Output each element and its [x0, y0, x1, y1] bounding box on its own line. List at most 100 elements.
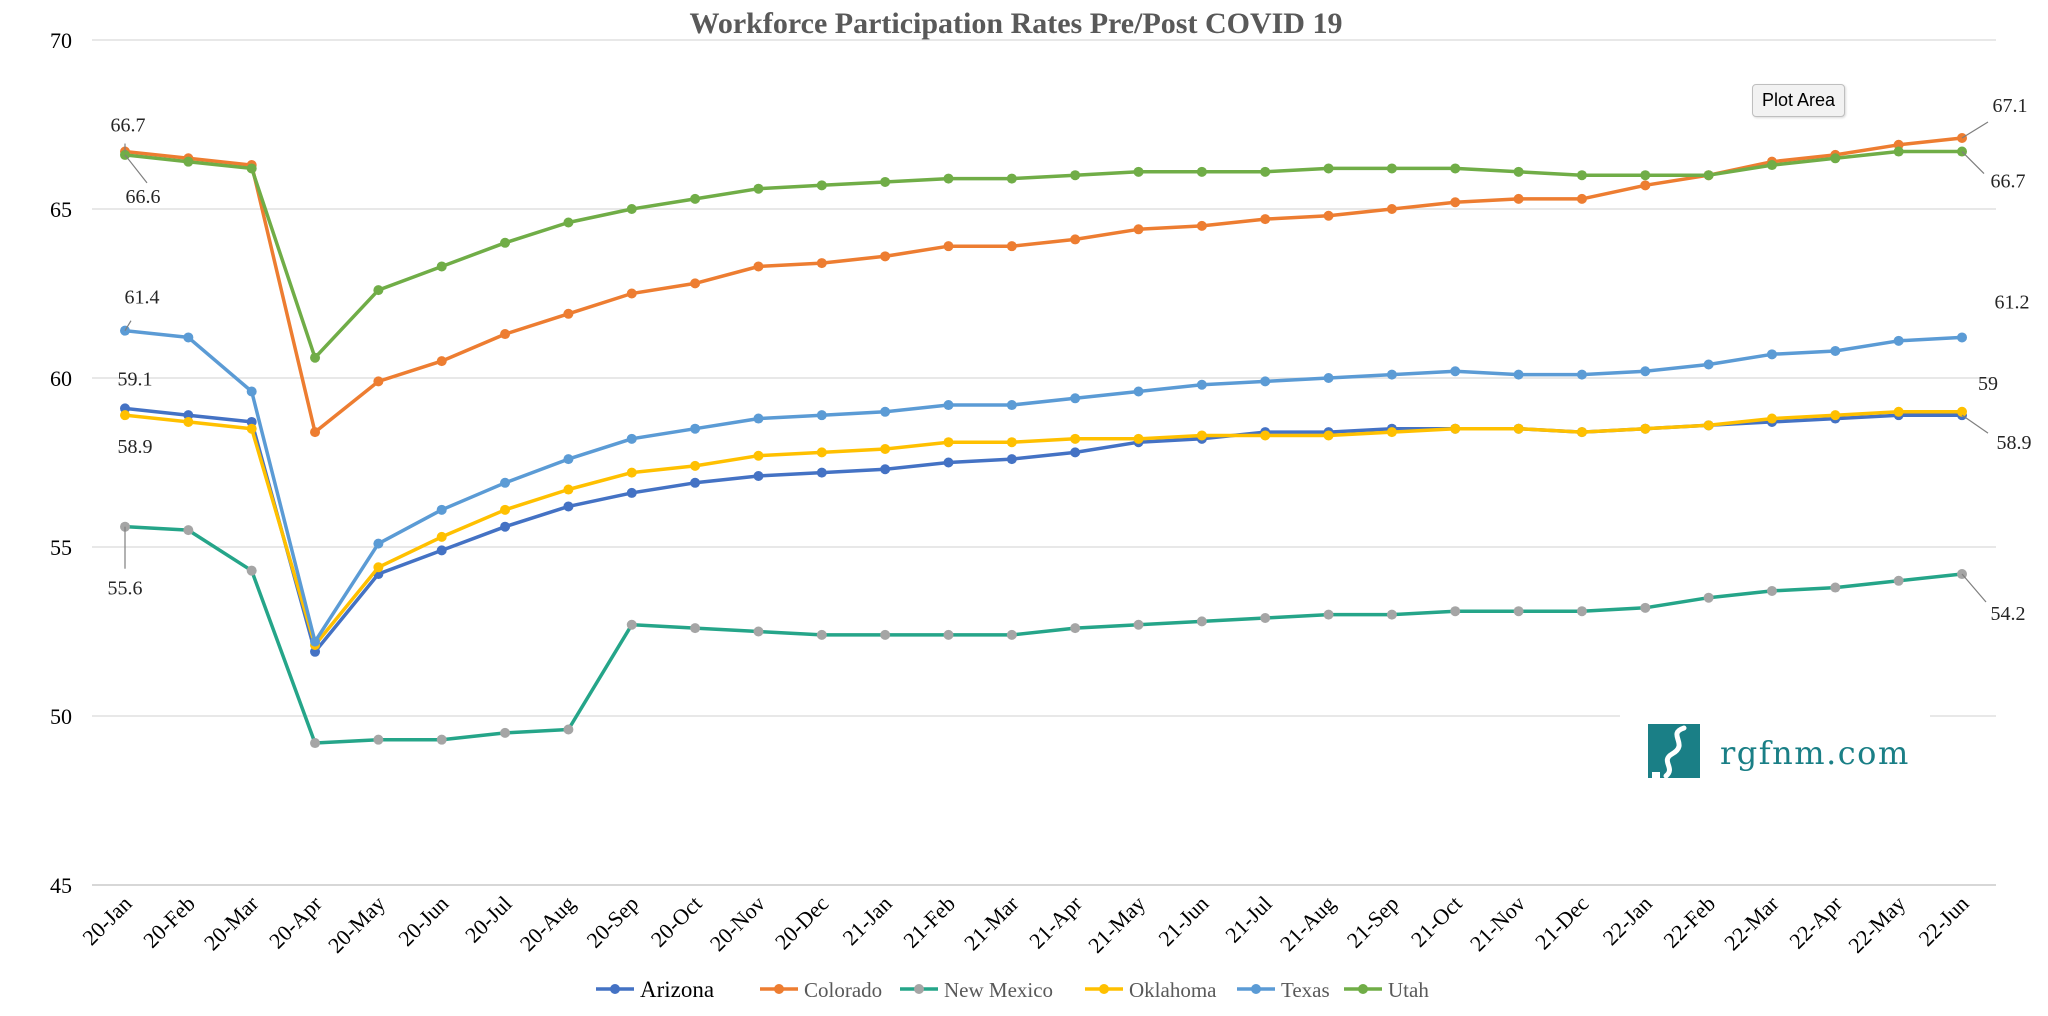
data-point-oklahoma — [1830, 410, 1841, 421]
y-tick-label: 50 — [50, 704, 72, 729]
plot-area-tooltip: Plot Area — [1752, 84, 1846, 117]
data-point-arizona — [816, 467, 827, 478]
data-point-oklahoma — [1513, 423, 1524, 434]
data-point-utah — [1323, 163, 1334, 174]
legend-item-utah[interactable]: Utah — [1344, 978, 1429, 1002]
data-point-oklahoma — [816, 447, 827, 458]
x-tick-label: 20-Sep — [582, 891, 644, 953]
x-tick-label: 22-Jun — [1914, 891, 1974, 951]
data-point-oklahoma — [880, 443, 891, 454]
legend-label: Oklahoma — [1129, 978, 1217, 1002]
series-line-oklahoma — [124, 410, 1962, 647]
legend[interactable]: Arizona Colorado New Mexico Oklahoma Texas Ut… — [596, 977, 1429, 1002]
data-point-texas — [1133, 386, 1144, 397]
data-label: 66.7 — [111, 115, 146, 137]
data-point-colorado — [563, 308, 574, 319]
data-point-oklahoma — [1766, 413, 1777, 424]
x-tick-label: 21-Feb — [898, 891, 960, 953]
data-point-texas — [1957, 332, 1967, 343]
data-point-utah — [1893, 146, 1904, 157]
data-point-texas — [1006, 400, 1017, 411]
data-point-colorado — [1196, 220, 1207, 231]
data-point-oklahoma — [563, 484, 574, 495]
data-point-new-mexico — [500, 727, 511, 738]
data-point-colorado — [753, 261, 764, 272]
data-label-leader — [1961, 151, 1985, 174]
data-point-colorado — [1513, 193, 1524, 204]
data-point-texas — [1576, 369, 1587, 380]
data-point-utah — [1070, 170, 1081, 181]
data-point-texas — [1640, 366, 1651, 377]
data-label: 55.6 — [108, 578, 143, 600]
legend-item-new-mexico[interactable]: New Mexico — [900, 978, 1053, 1002]
data-point-colorado — [1260, 214, 1271, 225]
data-point-utah — [1133, 166, 1144, 177]
data-label: 66.6 — [126, 186, 161, 208]
data-point-utah — [1386, 163, 1397, 174]
data-point-new-mexico — [1260, 612, 1271, 623]
y-tick-label: 65 — [50, 197, 72, 222]
data-point-oklahoma — [1893, 406, 1904, 417]
data-point-new-mexico — [563, 724, 574, 735]
legend-item-oklahoma[interactable]: Oklahoma — [1085, 978, 1217, 1002]
data-point-colorado — [816, 258, 827, 269]
legend-item-colorado[interactable]: Colorado — [760, 978, 882, 1002]
data-point-oklahoma — [1576, 427, 1587, 438]
legend-item-arizona[interactable]: Arizona — [596, 977, 714, 1002]
data-label: 59.1 — [118, 368, 153, 390]
data-point-texas — [943, 400, 954, 411]
data-point-colorado — [1070, 234, 1081, 245]
series-lines — [120, 133, 1967, 749]
y-axis-ticks: 45 50 55 60 65 70 — [50, 28, 72, 898]
series-texas — [120, 325, 1967, 647]
legend-label: Arizona — [640, 977, 714, 1002]
data-point-texas — [753, 413, 764, 424]
data-point-arizona — [1006, 454, 1017, 465]
data-point-texas — [1830, 345, 1841, 356]
data-point-texas — [816, 410, 827, 421]
data-point-new-mexico — [246, 565, 257, 576]
legend-label: Texas — [1281, 978, 1330, 1002]
data-point-arizona — [436, 545, 447, 556]
data-point-oklahoma — [183, 416, 194, 427]
series-utah — [120, 146, 1967, 363]
data-point-utah — [183, 156, 194, 167]
data-point-utah — [246, 163, 257, 174]
data-point-utah — [816, 180, 827, 191]
data-point-new-mexico — [1830, 582, 1841, 593]
x-tick-label: 21-Nov — [1465, 891, 1530, 956]
legend-label: Colorado — [804, 978, 882, 1002]
data-point-texas — [1450, 366, 1461, 377]
series-oklahoma — [120, 406, 1967, 651]
legend-label: Utah — [1388, 978, 1429, 1002]
data-point-arizona — [500, 521, 511, 532]
data-point-colorado — [500, 329, 511, 340]
data-point-utah — [1196, 166, 1207, 177]
data-point-utah — [880, 176, 891, 187]
data-point-texas — [690, 423, 701, 434]
x-tick-label: 21-Jun — [1153, 891, 1213, 951]
x-tick-label: 20-Nov — [705, 891, 770, 956]
data-point-new-mexico — [753, 626, 764, 637]
legend-swatch-marker — [774, 984, 784, 994]
legend-item-texas[interactable]: Texas — [1237, 978, 1330, 1002]
data-point-new-mexico — [943, 629, 954, 640]
data-point-texas — [1260, 376, 1271, 387]
data-point-texas — [563, 454, 574, 465]
data-point-texas — [1196, 379, 1207, 390]
x-tick-label: 20-Dec — [770, 891, 834, 955]
x-tick-label: 22-Feb — [1658, 891, 1720, 953]
data-label-leader — [124, 154, 148, 184]
data-point-new-mexico — [816, 629, 827, 640]
data-point-new-mexico — [1640, 602, 1651, 613]
y-tick-label: 55 — [50, 535, 72, 560]
data-point-new-mexico — [690, 623, 701, 634]
data-point-oklahoma — [1640, 423, 1651, 434]
x-tick-label: 20-Aug — [515, 891, 580, 956]
data-point-colorado — [1386, 204, 1397, 214]
data-label: 58.9 — [1997, 432, 2032, 454]
data-point-oklahoma — [753, 450, 764, 461]
data-point-texas — [1766, 349, 1777, 360]
